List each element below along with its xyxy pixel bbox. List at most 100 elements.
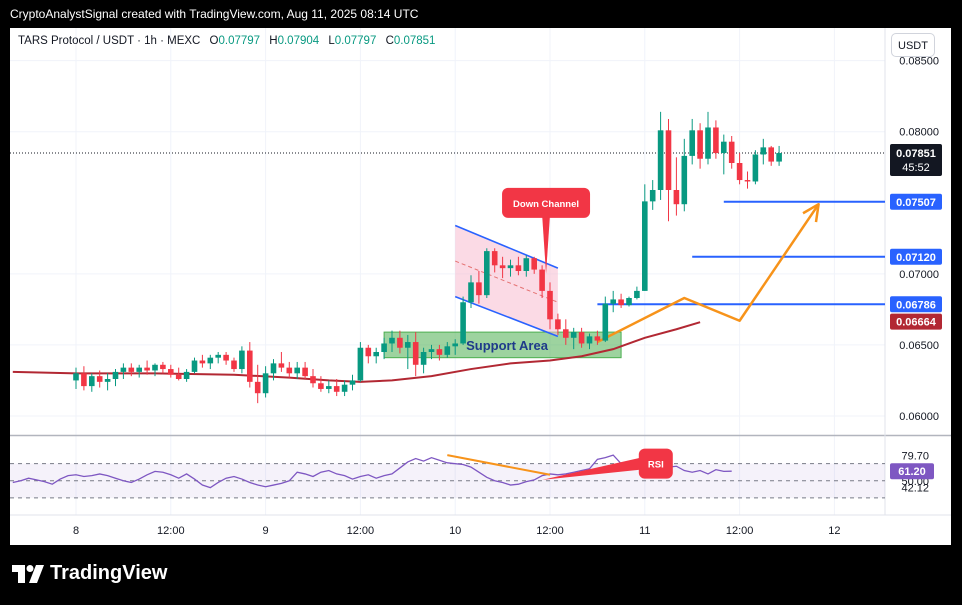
last-price-text: 0.07851	[896, 148, 936, 160]
candle-body	[744, 180, 751, 182]
candle-body	[586, 336, 593, 344]
candle-body	[752, 154, 759, 182]
price-tick-label: 0.06000	[899, 411, 939, 423]
candle-body	[713, 127, 719, 154]
candle-body	[665, 130, 672, 190]
candle-body	[563, 329, 569, 338]
ema-price-label-box	[890, 313, 942, 330]
candle-body	[476, 282, 482, 296]
candle-body	[318, 383, 324, 389]
candle-body	[365, 347, 372, 357]
candle-body	[381, 343, 387, 352]
low-value: 0.07797	[334, 35, 377, 47]
tradingview-footer: TradingView	[12, 562, 167, 585]
attribution-header: CryptoAnalystSignal created with Trading…	[10, 7, 419, 21]
candle-body	[175, 374, 182, 379]
candle-body	[73, 373, 79, 381]
price-tick-label: 0.08500	[899, 56, 939, 68]
tradingview-logo-icon	[12, 564, 44, 583]
candle-body	[160, 364, 166, 370]
candle-body	[357, 347, 364, 381]
level-price-label-text: 0.06786	[896, 299, 936, 311]
candle-body	[484, 251, 490, 296]
candle-body	[610, 299, 616, 304]
level-price-label-text: 0.07120	[896, 252, 936, 264]
candle-body	[215, 354, 221, 358]
down-channel-callout-pointer	[542, 213, 551, 274]
down-channel-callout	[502, 187, 591, 218]
candle-body	[531, 258, 537, 270]
candle-body	[168, 369, 174, 375]
candle-body	[499, 265, 506, 269]
candle-body	[294, 367, 300, 374]
rsi-tick-label: 42.12	[901, 483, 929, 495]
rsi-callout	[638, 448, 673, 479]
candle-body	[507, 265, 514, 269]
candle-body	[96, 376, 103, 382]
candle-body	[239, 350, 245, 370]
ema-line	[12, 321, 701, 383]
candle-body	[555, 319, 561, 330]
symbol-legend: TARS Protocol / USDT · 1h · MEXC O0.0779…	[18, 35, 435, 47]
candle-body	[602, 303, 609, 341]
rsi-tick-label: 79.70	[901, 450, 929, 462]
candle-body	[539, 269, 545, 291]
support-area-zone: Support Area	[383, 331, 622, 359]
projection-arrow	[596, 202, 820, 344]
last-price-box	[890, 144, 942, 177]
candle-body	[578, 332, 585, 344]
time-tick-label: 12:00	[536, 525, 564, 537]
down-channel-lower	[454, 295, 559, 338]
grid	[10, 28, 951, 516]
candle-body	[523, 258, 530, 271]
projection-arrow-path	[596, 203, 820, 344]
level-price-label-text: 0.07507	[896, 197, 936, 209]
candle-body	[657, 130, 664, 190]
down-channel-upper	[454, 224, 559, 269]
candle-body	[594, 336, 601, 341]
candle-body	[760, 147, 767, 155]
open-value: 0.07797	[218, 35, 261, 47]
price-tick-label: 0.08000	[899, 127, 939, 139]
candle-body	[642, 201, 648, 291]
candle-body	[373, 352, 379, 357]
candle-body	[81, 373, 87, 387]
candle-body	[302, 367, 308, 377]
down-channel-mid	[455, 260, 559, 303]
price-labels: 0.07507 0.07120 0.06786 0.06664 0.07851 45:52…	[890, 144, 942, 480]
candle-body	[247, 350, 253, 382]
rsi-callout-pointer	[542, 457, 641, 480]
candle-body	[405, 342, 411, 348]
candle-body	[681, 155, 688, 205]
candle-body	[191, 360, 198, 372]
candle-body	[515, 265, 522, 271]
candle-body	[270, 363, 277, 374]
close-label: C	[385, 35, 394, 47]
candle-body	[112, 371, 119, 379]
candle-body	[570, 332, 577, 338]
candle-body	[120, 367, 127, 372]
candle-body	[705, 127, 711, 159]
candle-body	[128, 367, 135, 372]
candle-body	[183, 371, 190, 379]
candles	[73, 111, 782, 404]
candle-body	[736, 163, 743, 181]
level-price-label-box	[890, 296, 942, 313]
candle-body	[144, 367, 150, 371]
candle-body	[468, 282, 474, 303]
candle-body	[207, 357, 214, 364]
candle-body	[349, 380, 356, 385]
candle-body	[254, 381, 261, 394]
time-tick-label: 9	[263, 525, 269, 537]
close-value: 0.07851	[393, 35, 436, 47]
candle-body	[460, 302, 466, 344]
candle-body	[768, 147, 774, 162]
candle-body	[231, 360, 237, 370]
down-channel-label: Down Channel	[513, 199, 579, 210]
support-area-label: Support Area	[466, 338, 549, 353]
symbol-title: TARS Protocol / USDT · 1h · MEXC	[18, 35, 201, 47]
currency-button[interactable]: USDT	[891, 33, 935, 57]
price-chart[interactable]: Support Area Down Channel RSI 0.085000.0…	[10, 28, 951, 545]
ema-line-path	[12, 321, 701, 383]
candle-body	[776, 153, 782, 162]
